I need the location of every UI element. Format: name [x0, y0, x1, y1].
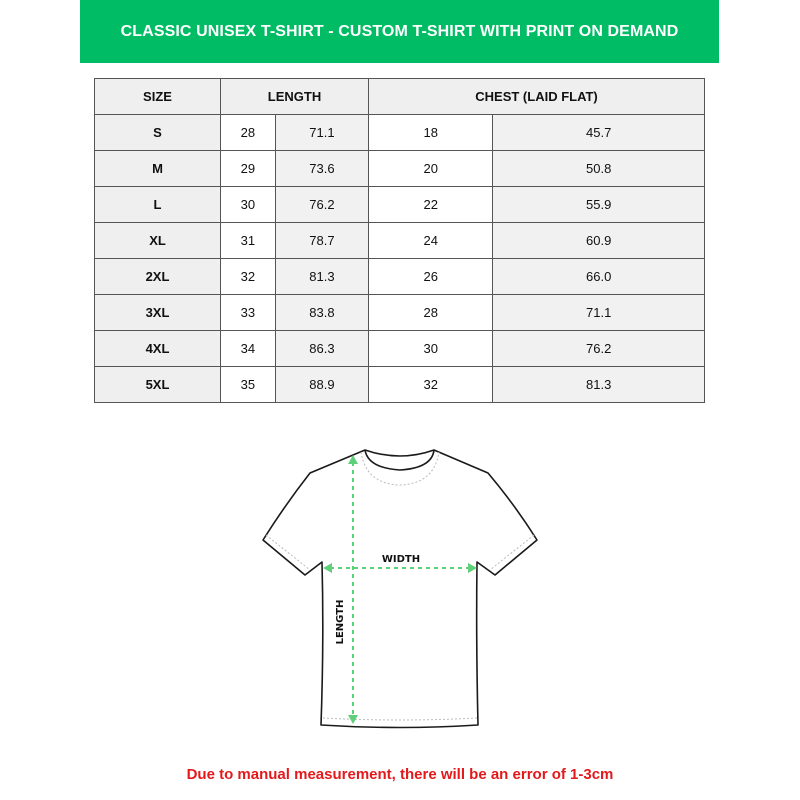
length-in-cell: 29: [220, 150, 276, 187]
table-header-row: SIZE LENGTH CHEST (LAID FLAT): [94, 78, 705, 115]
chest-in-cell: 24: [368, 222, 494, 259]
length-cm-cell: 71.1: [274, 114, 370, 151]
size-cell: 2XL: [94, 258, 221, 295]
page-title: CLASSIC UNISEX T-SHIRT - CUSTOM T-SHIRT …: [120, 22, 679, 40]
chest-in-cell: 28: [368, 294, 494, 331]
tshirt-outline: [262, 449, 538, 729]
size-cell: 5XL: [94, 366, 221, 403]
chest-cm-cell: 71.1: [492, 294, 705, 331]
chest-cm-cell: 50.8: [492, 150, 705, 187]
table-row: 5XL 35 88.9 32 81.3: [94, 366, 705, 403]
size-cell: 4XL: [94, 330, 221, 367]
chest-cm-cell: 55.9: [492, 186, 705, 223]
table-row: M 29 73.6 20 50.8: [94, 150, 705, 187]
length-cm-cell: 88.9: [274, 366, 370, 403]
length-in-cell: 30: [220, 186, 276, 223]
length-cm-cell: 76.2: [274, 186, 370, 223]
chest-in-cell: 30: [368, 330, 494, 367]
chest-in-cell: 18: [368, 114, 494, 151]
length-in-cell: 33: [220, 294, 276, 331]
size-chart-table: SIZE LENGTH CHEST (LAID FLAT) S 28 71.1 18 4…: [94, 78, 705, 403]
chest-cm-cell: 66.0: [492, 258, 705, 295]
width-label: WIDTH: [382, 554, 420, 565]
header-size: SIZE: [94, 78, 221, 115]
length-label: LENGTH: [335, 600, 346, 645]
size-cell: S: [94, 114, 221, 151]
size-cell: L: [94, 186, 221, 223]
chest-cm-cell: 60.9: [492, 222, 705, 259]
size-cell: M: [94, 150, 221, 187]
measurement-note: Due to manual measurement, there will be…: [186, 766, 614, 783]
title-banner: CLASSIC UNISEX T-SHIRT - CUSTOM T-SHIRT …: [80, 0, 719, 63]
length-cm-cell: 81.3: [274, 258, 370, 295]
measure-arrows: [330, 462, 470, 715]
size-cell: XL: [94, 222, 221, 259]
collar: [364, 449, 435, 471]
chest-cm-cell: 81.3: [492, 366, 705, 403]
size-cell: 3XL: [94, 294, 221, 331]
table-row: 3XL 33 83.8 28 71.1: [94, 294, 705, 331]
length-in-cell: 35: [220, 366, 276, 403]
chest-in-cell: 20: [368, 150, 494, 187]
chest-in-cell: 26: [368, 258, 494, 295]
chest-in-cell: 32: [368, 366, 494, 403]
table-row: XL 31 78.7 24 60.9: [94, 222, 705, 259]
length-cm-cell: 73.6: [274, 150, 370, 187]
length-cm-cell: 86.3: [274, 330, 370, 367]
length-cm-cell: 83.8: [274, 294, 370, 331]
length-cm-cell: 78.7: [274, 222, 370, 259]
header-chest: CHEST (LAID FLAT): [368, 78, 705, 115]
length-in-cell: 28: [220, 114, 276, 151]
